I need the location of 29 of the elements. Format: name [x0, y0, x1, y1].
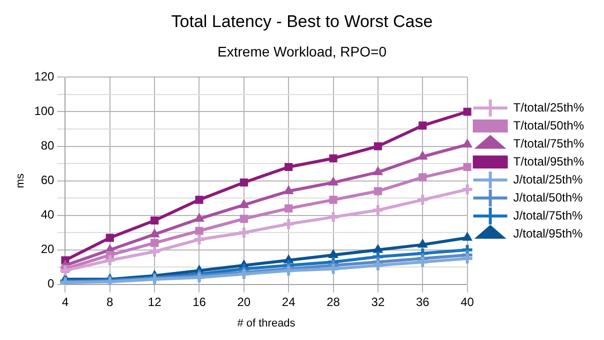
x-tick-label: 4: [62, 294, 69, 309]
x-tick-label: 16: [192, 294, 206, 309]
y-tick-label: 120: [34, 70, 55, 84]
legend-label: J/total/25th%: [513, 172, 583, 186]
x-axis-title: # of threads: [237, 317, 296, 330]
legend-label: T/total/25th%: [513, 100, 584, 114]
y-tick-label: 40: [40, 208, 55, 222]
x-tick-label: 20: [237, 294, 251, 309]
chart-subtitle: Extreme Workload, RPO=0: [218, 44, 387, 60]
x-tick-label: 40: [460, 294, 474, 309]
x-tick-label: 8: [106, 294, 114, 309]
x-tick-label: 24: [282, 294, 296, 309]
legend-label: T/total/50th%: [513, 118, 584, 132]
x-tick-label: 12: [148, 294, 162, 309]
y-tick-label: 80: [40, 138, 55, 153]
legend-label: T/total/75th%: [513, 136, 584, 150]
y-axis-title: ms: [14, 172, 27, 188]
legend-label: T/total/95th%: [513, 154, 584, 168]
legend-label: J/total/95th%: [513, 226, 583, 240]
legend-label: J/total/75th%: [513, 208, 583, 222]
y-tick-label: 60: [40, 173, 55, 188]
x-tick-label: 32: [371, 294, 385, 309]
legend-label: J/total/50th%: [513, 190, 583, 204]
chart-title: Total Latency - Best to Worst Case: [171, 12, 433, 31]
x-tick-label: 36: [416, 294, 430, 309]
y-tick-label: 0: [48, 276, 55, 291]
x-tick-label: 28: [326, 294, 340, 309]
y-tick-label: 100: [34, 104, 55, 118]
y-tick-label: 20: [40, 242, 55, 256]
